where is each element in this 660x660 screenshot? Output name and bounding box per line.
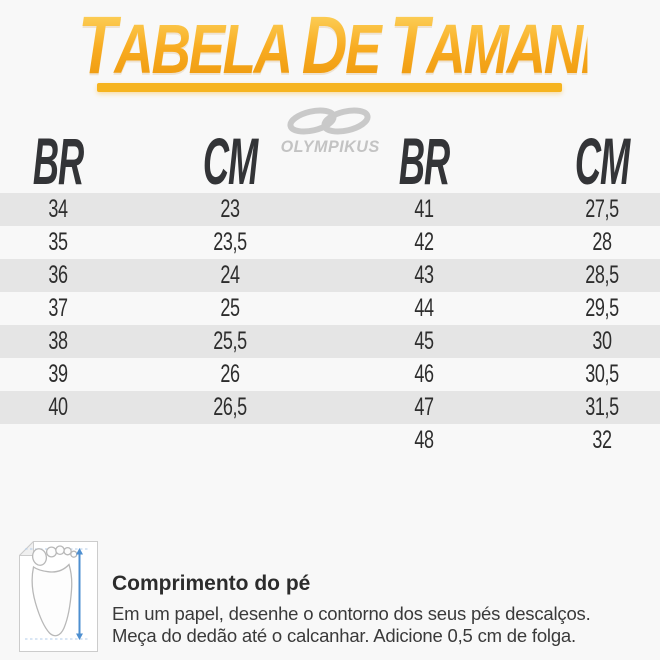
- title-word: de: [301, 1, 380, 91]
- title-word: Tamanhos: [390, 1, 659, 91]
- cell-cm-left: 26: [220, 360, 240, 388]
- olympikus-logo-text: OLYMPIKUS: [280, 137, 380, 156]
- cell-cm-right: 28: [592, 228, 612, 256]
- cell-br-right: 41: [414, 195, 434, 223]
- cell-cm-left: 25,5: [213, 327, 247, 355]
- cell-cm-right: 32: [592, 426, 612, 454]
- olympikus-rings-icon: [287, 107, 371, 135]
- cell-cm-left: 25: [220, 294, 240, 322]
- cell-cm-left: 26,5: [213, 393, 247, 421]
- cell-br-left: 40: [48, 393, 68, 421]
- size-table: 34 23 41 27,5 35 23,5 42 28 36 24 43 28,…: [0, 193, 660, 457]
- cell-br-left: 35: [48, 228, 68, 256]
- cell-br-right: 45: [414, 327, 434, 355]
- table-row: 35 23,5 42 28: [0, 226, 660, 259]
- cell-br-left: 39: [48, 360, 68, 388]
- column-header-cm-right: CM: [574, 124, 630, 198]
- measurement-instructions: Comprimento do pé Em um papel, desenhe o…: [112, 571, 632, 647]
- table-row: 40 26,5 47 31,5: [0, 391, 660, 424]
- table-row: 36 24 43 28,5: [0, 259, 660, 292]
- cell-cm-left: 24: [220, 261, 240, 289]
- title-word: Tabela: [78, 1, 291, 91]
- table-row: 34 23 41 27,5: [0, 193, 660, 226]
- table-row: 38 25,5 45 30: [0, 325, 660, 358]
- cell-br-left: 34: [48, 195, 68, 223]
- olympikus-logo: OLYMPIKUS: [270, 106, 390, 157]
- table-row: 48 32: [0, 424, 660, 457]
- cell-br-left: 37: [48, 294, 68, 322]
- cell-cm-left: 23,5: [213, 228, 247, 256]
- instructions-heading: Comprimento do pé: [112, 572, 311, 595]
- cell-br-right: 47: [414, 393, 434, 421]
- cell-cm-right: 30,5: [585, 360, 619, 388]
- cell-br-left: 36: [48, 261, 68, 289]
- cell-cm-right: 27,5: [585, 195, 619, 223]
- column-header-br-right: BR: [398, 124, 450, 198]
- cell-br-right: 42: [414, 228, 434, 256]
- cell-br-right: 44: [414, 294, 434, 322]
- page-title: TabeladeTamanhos: [73, 14, 588, 81]
- cell-br-right: 48: [414, 426, 434, 454]
- column-header-br-left: BR: [32, 124, 84, 198]
- cell-br-right: 46: [414, 360, 434, 388]
- foot-measure-icon: [18, 540, 98, 657]
- table-row: 37 25 44 29,5: [0, 292, 660, 325]
- instructions-line-2: Meça do dedão até o calcanhar. Adicione …: [112, 625, 576, 646]
- table-row: 39 26 46 30,5: [0, 358, 660, 391]
- cell-cm-right: 30: [592, 327, 612, 355]
- cell-br-right: 43: [414, 261, 434, 289]
- cell-cm-right: 31,5: [585, 393, 619, 421]
- column-header-cm-left: CM: [202, 124, 258, 198]
- title-underline: [97, 83, 562, 92]
- cell-cm-right: 28,5: [585, 261, 619, 289]
- cell-cm-left: 23: [220, 195, 240, 223]
- cell-cm-right: 29,5: [585, 294, 619, 322]
- cell-br-left: 38: [48, 327, 68, 355]
- instructions-line-1: Em um papel, desenhe o contorno dos seus…: [112, 603, 591, 624]
